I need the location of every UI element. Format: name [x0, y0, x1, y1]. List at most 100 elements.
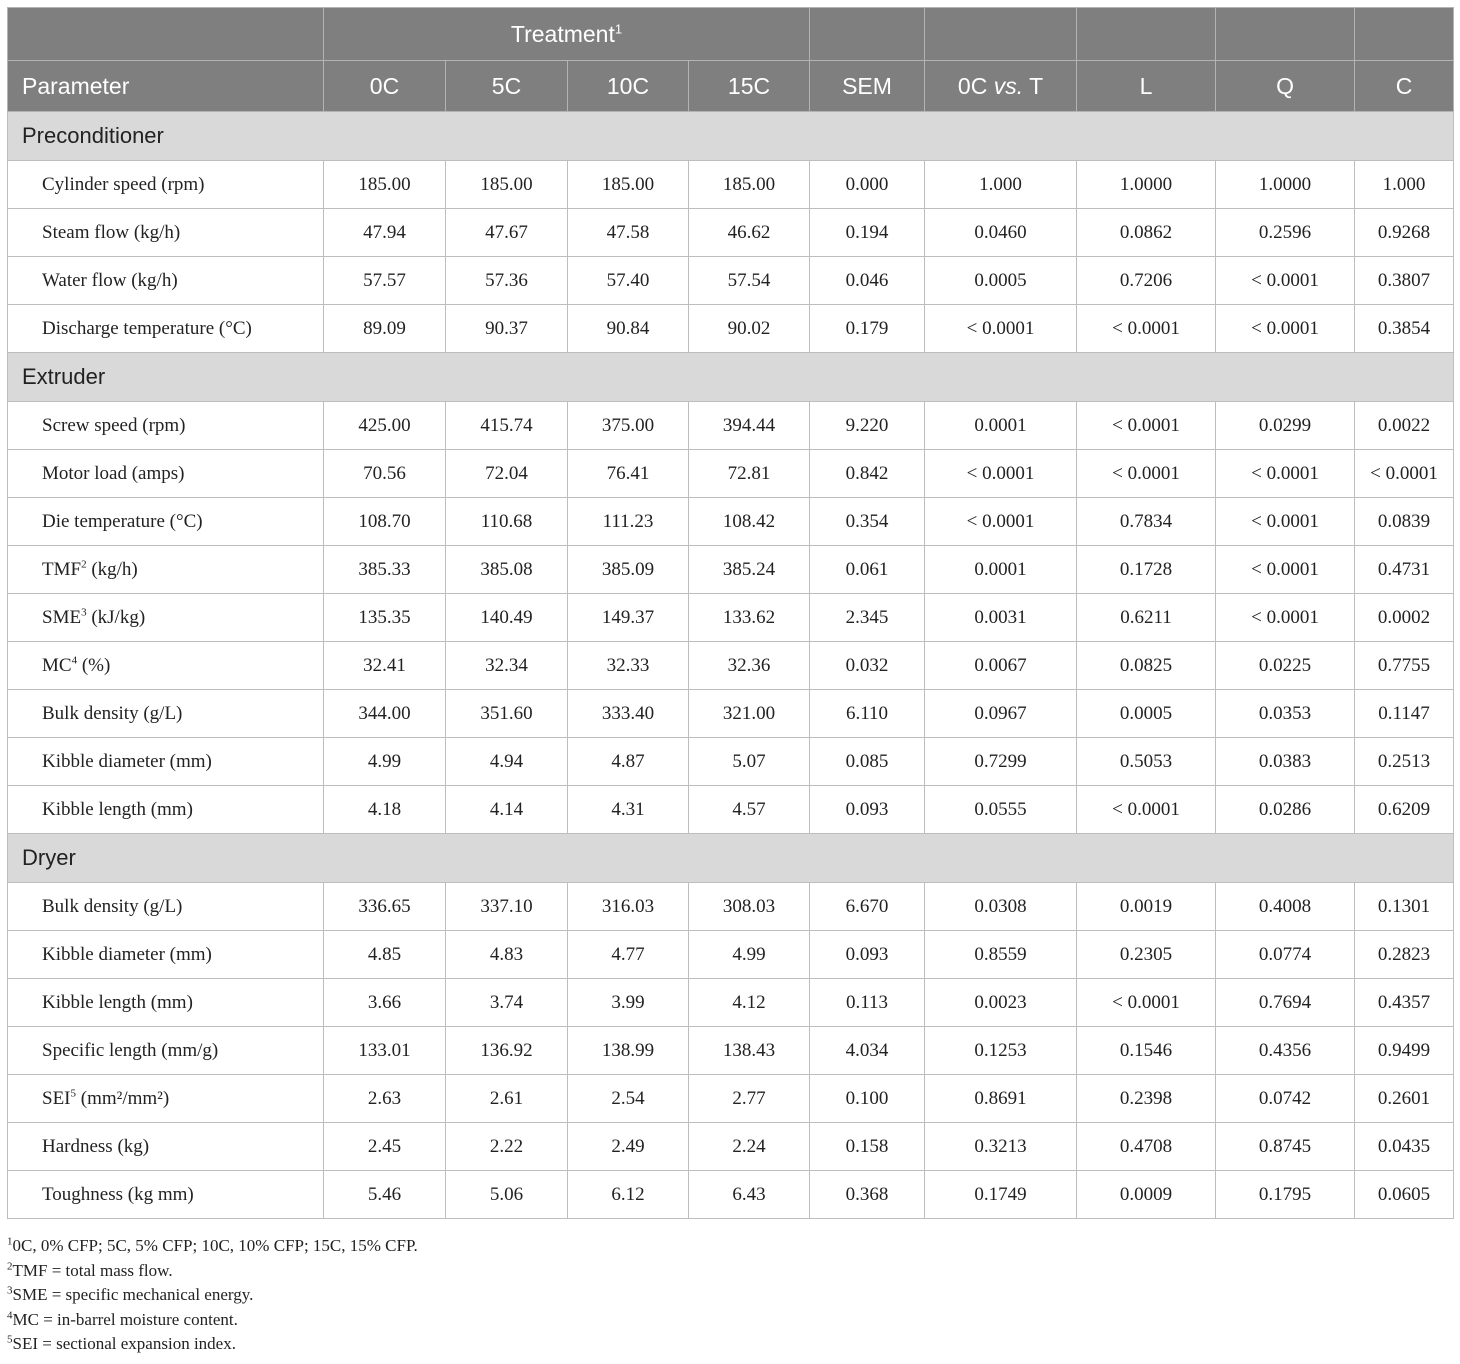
value-cell: < 0.0001: [925, 305, 1077, 353]
value-cell: 0.1301: [1355, 883, 1454, 931]
value-cell: 0.4708: [1077, 1123, 1216, 1171]
value-cell: 0.093: [810, 931, 925, 979]
col-header-sem: SEM: [810, 61, 925, 112]
parameter-unit: (kg/h): [87, 559, 138, 580]
value-cell: 0.0742: [1216, 1075, 1355, 1123]
header-blank: [810, 8, 925, 61]
parameter-cell: Kibble diameter (mm): [8, 931, 324, 979]
parameter-unit: (mm²/mm²): [76, 1088, 169, 1109]
value-cell: 9.220: [810, 402, 925, 450]
value-cell: < 0.0001: [1216, 257, 1355, 305]
value-cell: 2.63: [324, 1075, 446, 1123]
value-cell: 133.62: [689, 594, 810, 642]
value-cell: 57.57: [324, 257, 446, 305]
value-cell: < 0.0001: [1077, 402, 1216, 450]
parameter-label: Kibble length (mm): [42, 992, 193, 1013]
parameter-label: Die temperature (°C): [42, 511, 203, 532]
value-cell: 6.12: [568, 1171, 689, 1219]
value-cell: < 0.0001: [925, 450, 1077, 498]
value-cell: 4.87: [568, 738, 689, 786]
value-cell: 0.0555: [925, 786, 1077, 834]
value-cell: 0.1546: [1077, 1027, 1216, 1075]
value-cell: 5.06: [446, 1171, 568, 1219]
value-cell: 90.84: [568, 305, 689, 353]
parameter-label: SEI: [42, 1088, 71, 1109]
value-cell: 415.74: [446, 402, 568, 450]
parameter-cell: Hardness (kg): [8, 1123, 324, 1171]
value-cell: 185.00: [446, 161, 568, 209]
value-cell: 1.0000: [1077, 161, 1216, 209]
header-row-group: Treatment1: [8, 8, 1454, 61]
header-blank: [925, 8, 1077, 61]
value-cell: 0.4357: [1355, 979, 1454, 1027]
value-cell: 0.2596: [1216, 209, 1355, 257]
value-cell: 3.74: [446, 979, 568, 1027]
data-table: Treatment1 Parameter 0C 5C 10C 15C SEM 0…: [7, 7, 1454, 1219]
value-cell: 90.37: [446, 305, 568, 353]
header-row-columns: Parameter 0C 5C 10C 15C SEM 0C vs. T L Q…: [8, 61, 1454, 112]
footnote-text: MC = in-barrel moisture content.: [13, 1310, 238, 1329]
value-cell: 72.81: [689, 450, 810, 498]
table-row: Motor load (amps) 70.56 72.04 76.41 72.81 0.8…: [8, 450, 1454, 498]
value-cell: 375.00: [568, 402, 689, 450]
value-cell: 0.0862: [1077, 209, 1216, 257]
table-row: Water flow (kg/h) 57.57 57.36 57.40 57.54 0.0…: [8, 257, 1454, 305]
value-cell: 0.100: [810, 1075, 925, 1123]
value-cell: 2.45: [324, 1123, 446, 1171]
value-cell: 2.49: [568, 1123, 689, 1171]
value-cell: 0.0353: [1216, 690, 1355, 738]
value-cell: 70.56: [324, 450, 446, 498]
value-cell: < 0.0001: [1077, 305, 1216, 353]
parameter-label: Cylinder speed (rpm): [42, 174, 205, 195]
value-cell: 0.0225: [1216, 642, 1355, 690]
value-cell: 1.0000: [1216, 161, 1355, 209]
value-cell: 0.7755: [1355, 642, 1454, 690]
value-cell: 0.061: [810, 546, 925, 594]
value-cell: < 0.0001: [1077, 450, 1216, 498]
table-row: SME3 (kJ/kg) 135.35 140.49 149.37 133.62 2.34…: [8, 594, 1454, 642]
value-cell: 0.6209: [1355, 786, 1454, 834]
table-row: SEI5 (mm²/mm²) 2.63 2.61 2.54 2.77 0.100 0.869…: [8, 1075, 1454, 1123]
value-cell: 6.43: [689, 1171, 810, 1219]
value-cell: 3.99: [568, 979, 689, 1027]
value-cell: 4.034: [810, 1027, 925, 1075]
value-cell: 394.44: [689, 402, 810, 450]
value-cell: 185.00: [568, 161, 689, 209]
value-cell: 0.1795: [1216, 1171, 1355, 1219]
value-cell: < 0.0001: [1216, 498, 1355, 546]
section-title: Dryer: [8, 834, 1454, 883]
col-header-l: L: [1077, 61, 1216, 112]
parameter-label: Discharge temperature (°C): [42, 318, 252, 339]
value-cell: 337.10: [446, 883, 568, 931]
parameter-label: Kibble length (mm): [42, 799, 193, 820]
value-cell: 185.00: [689, 161, 810, 209]
value-cell: 0.0002: [1355, 594, 1454, 642]
value-cell: 0.0435: [1355, 1123, 1454, 1171]
value-cell: 108.42: [689, 498, 810, 546]
value-cell: 3.66: [324, 979, 446, 1027]
parameter-cell: Toughness (kg mm): [8, 1171, 324, 1219]
value-cell: 0.194: [810, 209, 925, 257]
value-cell: 2.77: [689, 1075, 810, 1123]
value-cell: 135.35: [324, 594, 446, 642]
value-cell: 0.7299: [925, 738, 1077, 786]
value-cell: < 0.0001: [925, 498, 1077, 546]
header-blank: [8, 8, 324, 61]
value-cell: < 0.0001: [1077, 979, 1216, 1027]
parameter-label: Motor load (amps): [42, 463, 184, 484]
parameter-label: Water flow (kg/h): [42, 270, 178, 291]
value-cell: 0.0605: [1355, 1171, 1454, 1219]
value-cell: 4.83: [446, 931, 568, 979]
table-row: Toughness (kg mm) 5.46 5.06 6.12 6.43 0.368 0.…: [8, 1171, 1454, 1219]
value-cell: 2.24: [689, 1123, 810, 1171]
footnote: 10C, 0% CFP; 5C, 5% CFP; 10C, 10% CFP; 1…: [7, 1234, 418, 1259]
data-table-container: Treatment1 Parameter 0C 5C 10C 15C SEM 0…: [7, 7, 1453, 1219]
value-cell: 0.0299: [1216, 402, 1355, 450]
value-cell: 0.8559: [925, 931, 1077, 979]
value-cell: 0.6211: [1077, 594, 1216, 642]
parameter-cell: Steam flow (kg/h): [8, 209, 324, 257]
value-cell: 0.2823: [1355, 931, 1454, 979]
value-cell: 0.1253: [925, 1027, 1077, 1075]
value-cell: < 0.0001: [1216, 546, 1355, 594]
value-cell: 0.0005: [1077, 690, 1216, 738]
